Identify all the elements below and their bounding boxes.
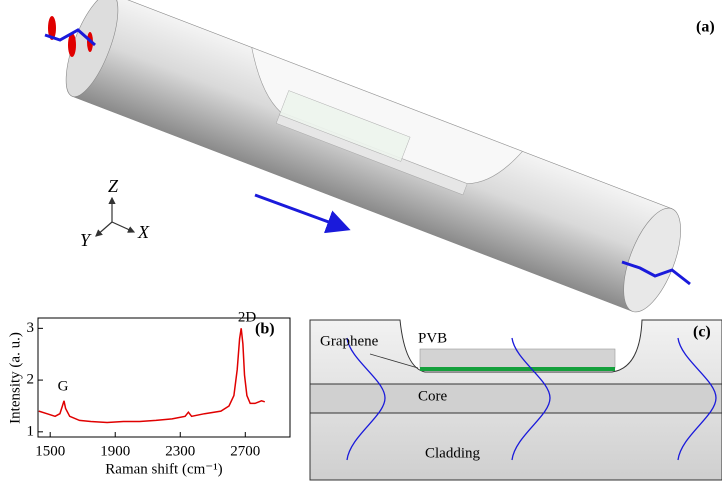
figure: (a) Z X Y (c) Graphene PVB Core Cladding… (0, 0, 722, 484)
y-tick-label: 1 (27, 423, 35, 439)
label: PVB (418, 330, 447, 346)
x-axis-label: Raman shift (cm⁻¹) (105, 461, 222, 477)
y-axis-label: Intensity (a. u.) (7, 332, 23, 424)
y-tick-label: 3 (27, 320, 35, 336)
annotation: G (58, 378, 69, 394)
panel-label: (a) (696, 19, 715, 36)
label: Cladding (425, 445, 480, 461)
panel-label: (c) (693, 324, 711, 341)
y-tick-label: 2 (27, 372, 35, 388)
x-tick-label: 1500 (35, 443, 65, 459)
axis-label: Z (108, 176, 119, 196)
label: Graphene (320, 333, 379, 349)
axis-label: X (137, 222, 150, 242)
x-tick-label: 2700 (230, 443, 260, 459)
x-tick-label: 1900 (100, 443, 130, 459)
annotation: 2D (238, 309, 257, 325)
panel-label: (b) (255, 321, 275, 338)
label: Core (418, 388, 448, 404)
x-tick-label: 2300 (165, 443, 195, 459)
spectrum-line (39, 328, 265, 422)
axis-label: Y (80, 230, 92, 250)
fiber-drawing (45, 0, 692, 319)
